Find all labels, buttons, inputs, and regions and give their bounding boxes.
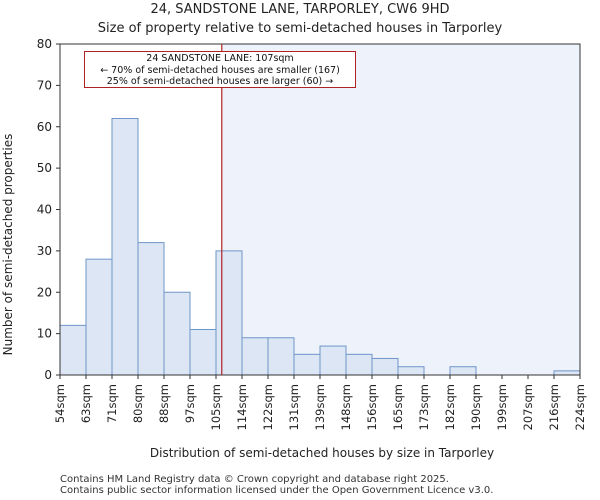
x-tick-label-122sqm: 122sqm (261, 384, 275, 430)
highlight-region (221, 44, 580, 375)
x-tick-label-173sqm: 173sqm (417, 384, 431, 430)
x-tick-label-63sqm: 63sqm (79, 384, 93, 423)
y-tick-label-0: 0 (44, 368, 52, 382)
x-tick-label-207sqm: 207sqm (521, 384, 535, 430)
annotation-line-2: ← 70% of semi-detached houses are smalle… (100, 64, 340, 76)
x-tick-label-216sqm: 216sqm (547, 384, 561, 430)
bar-105sqm (215, 250, 243, 376)
y-axis-title: Number of semi-detached properties (1, 134, 15, 356)
bar-156sqm (371, 357, 399, 376)
bar-139sqm (319, 345, 347, 376)
x-tick-label-182sqm: 182sqm (443, 384, 457, 430)
chart-title-address: 24, SANDSTONE LANE, TARPORLEY, CW6 9HD (150, 2, 450, 17)
bar-122sqm (267, 337, 295, 376)
y-tick-label-60: 60 (37, 120, 52, 134)
x-tick-label-156sqm: 156sqm (365, 384, 379, 430)
bar-131sqm (293, 353, 321, 376)
x-tick-label-199sqm: 199sqm (495, 384, 509, 430)
bar-54sqm (59, 324, 87, 376)
bar-182sqm (449, 366, 477, 376)
chart-title: Size of property relative to semi-detach… (97, 21, 503, 36)
x-tick-label-165sqm: 165sqm (391, 384, 405, 430)
x-tick-label-80sqm: 80sqm (131, 384, 145, 423)
y-tick-label-50: 50 (37, 161, 52, 175)
y-tick-label-20: 20 (37, 285, 52, 299)
x-tick-label-54sqm: 54sqm (53, 384, 67, 423)
bar-114sqm (241, 337, 269, 376)
x-tick-label-105sqm: 105sqm (209, 384, 223, 430)
footer-line-2: Contains public sector information licen… (60, 485, 494, 496)
bar-148sqm (345, 353, 373, 376)
x-axis-title: Distribution of semi-detached houses by … (150, 446, 494, 460)
y-tick-label-70: 70 (37, 78, 52, 92)
annotation-line-1: 24 SANDSTONE LANE: 107sqm (146, 53, 294, 64)
x-tick-label-131sqm: 131sqm (287, 384, 301, 430)
x-tick-label-139sqm: 139sqm (313, 384, 327, 430)
y-tick-label-80: 80 (37, 37, 52, 51)
bar-71sqm (111, 117, 139, 376)
bar-97sqm (189, 328, 217, 376)
y-tick-label-40: 40 (37, 203, 52, 217)
annotation-line-3: 25% of semi-detached houses are larger (… (106, 76, 334, 87)
bar-80sqm (137, 242, 165, 376)
bar-216sqm (553, 370, 581, 376)
x-tick-label-190sqm: 190sqm (469, 384, 483, 430)
y-tick-label-30: 30 (37, 244, 52, 258)
y-tick-label-10: 10 (37, 327, 52, 341)
annotation-box: 24 SANDSTONE LANE: 107sqm ← 70% of semi-… (84, 51, 356, 88)
x-tick-label-71sqm: 71sqm (105, 384, 119, 423)
x-tick-label-88sqm: 88sqm (157, 384, 171, 423)
x-tick-label-114sqm: 114sqm (235, 384, 249, 430)
bar-88sqm (163, 291, 191, 376)
x-tick-label-97sqm: 97sqm (183, 384, 197, 423)
x-tick-label-224sqm: 224sqm (573, 384, 587, 430)
footer-line-1: Contains HM Land Registry data © Crown c… (60, 474, 449, 485)
bar-165sqm (397, 366, 425, 376)
x-tick-label-148sqm: 148sqm (339, 384, 353, 430)
bar-63sqm (85, 258, 113, 376)
